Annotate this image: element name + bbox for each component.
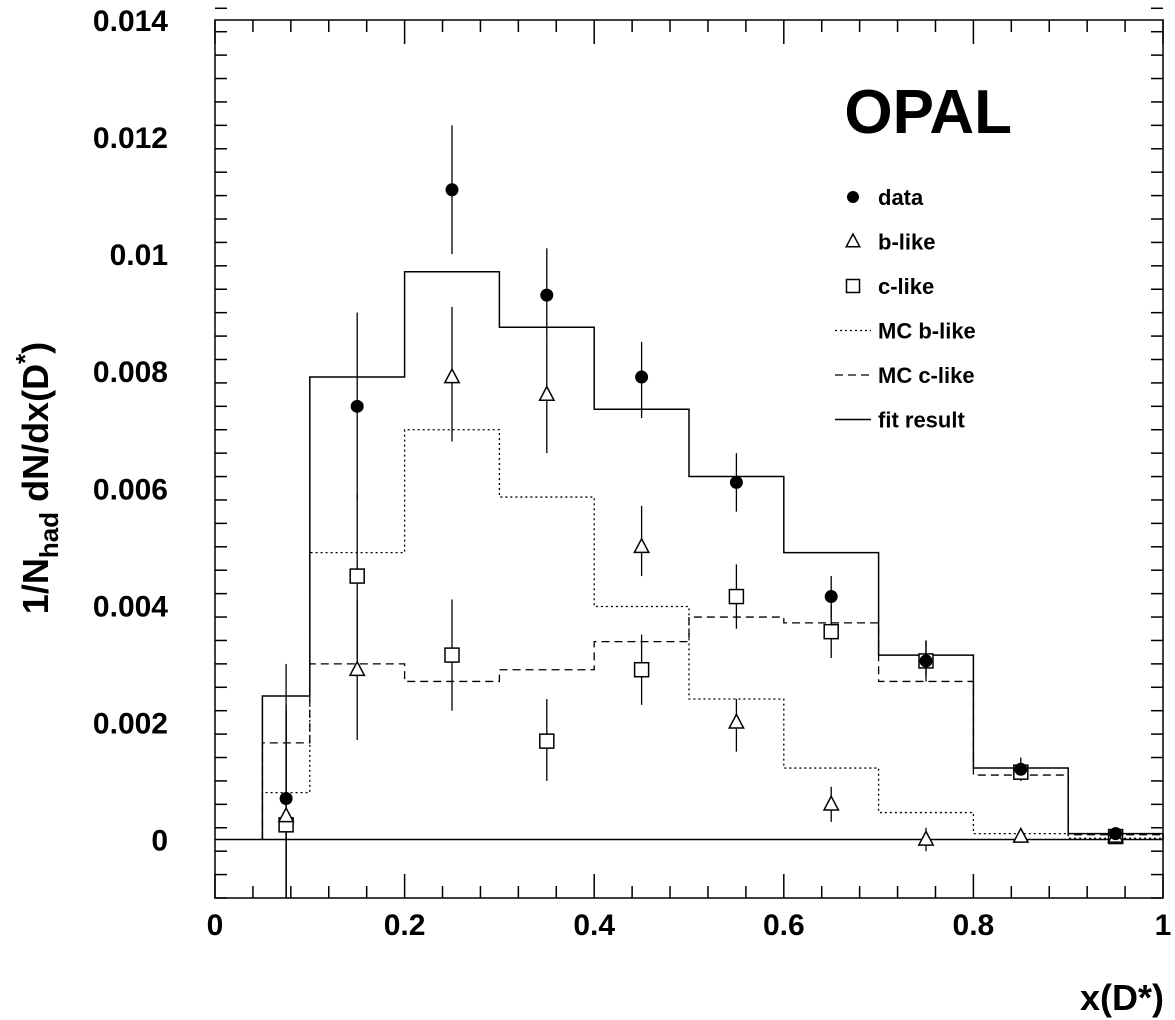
b-like-point xyxy=(822,794,840,811)
data-point xyxy=(1109,827,1123,841)
x-tick-label: 0.6 xyxy=(763,909,805,942)
data-point xyxy=(445,183,459,197)
b-like-point xyxy=(1012,826,1030,843)
legend-entry: fit result xyxy=(835,408,965,433)
legend-c-like-marker xyxy=(845,278,861,294)
y-tick-label: 0.01 xyxy=(110,239,168,272)
b-like-point xyxy=(348,660,366,677)
legend-data-marker xyxy=(847,191,859,203)
b-like-point xyxy=(633,537,651,554)
data-point xyxy=(350,399,364,413)
legend-entry: MC c-like xyxy=(835,363,975,388)
error-bar-layer xyxy=(285,125,1117,898)
axis-ticks xyxy=(214,7,1164,899)
x-axis-title: x(D*) xyxy=(1080,977,1164,1018)
b-like-point xyxy=(538,385,556,401)
y-axis-title-base: 1/N xyxy=(15,558,56,614)
experiment-label: OPAL xyxy=(844,78,1012,147)
b-like-point xyxy=(727,712,745,729)
legend-label: fit result xyxy=(878,408,965,433)
x-tick-label: 0 xyxy=(207,909,224,942)
c-like-point xyxy=(444,647,460,663)
y-tick-label: 0.014 xyxy=(93,5,168,38)
legend-label: MC c-like xyxy=(878,363,975,388)
y-tick-label: 0.006 xyxy=(93,473,168,506)
legend-label: b-like xyxy=(878,230,935,255)
data-point xyxy=(1014,762,1028,776)
data-point xyxy=(635,370,649,384)
y-tick-label: 0.012 xyxy=(93,122,168,155)
histogram-mc-c-like xyxy=(261,616,1164,840)
y-axis-title: 1/Nhad dN/dx(D*) xyxy=(10,342,64,614)
legend: data b-like c-like MC b-like MC c-like fit re… xyxy=(835,185,976,433)
legend-b-like-marker xyxy=(845,232,861,248)
data-point xyxy=(824,590,838,604)
legend-entry: data xyxy=(847,185,924,210)
data-point xyxy=(919,654,933,668)
data-point xyxy=(279,791,293,805)
legend-entry: c-like xyxy=(845,274,934,299)
c-like-point xyxy=(349,568,365,584)
plot-border xyxy=(214,19,1164,899)
y-axis-title-sub: had xyxy=(34,512,64,558)
x-tick-label: 0.2 xyxy=(384,909,426,942)
c-like-point xyxy=(539,733,555,749)
legend-label: MC b-like xyxy=(878,319,976,344)
marker-layer xyxy=(277,183,1125,846)
legend-entry: b-like xyxy=(845,230,935,255)
b-like-point xyxy=(277,806,295,823)
data-point xyxy=(540,288,554,302)
legend-label: c-like xyxy=(878,274,934,299)
y-tick-label: 0.004 xyxy=(93,590,168,623)
c-like-point xyxy=(728,588,745,605)
histogram-fit-result xyxy=(261,270,1164,840)
x-tick-label: 1 xyxy=(1155,909,1172,942)
legend-label: data xyxy=(878,185,924,210)
c-like-point xyxy=(633,661,650,678)
b-like-point xyxy=(917,829,935,846)
x-tick-label: 0.4 xyxy=(573,909,615,942)
y-tick-label: 0 xyxy=(151,824,168,857)
y-axis-title-rest: dN/dx(D xyxy=(15,364,56,512)
data-point xyxy=(729,475,743,489)
y-tick-label: 0.008 xyxy=(93,356,168,389)
c-like-point xyxy=(823,623,839,640)
histogram-layer xyxy=(261,270,1164,840)
axis-tick-labels: 0 0.2 0.4 0.6 0.8 1 0 0.002 0.004 0.006 0.008 0.01 0… xyxy=(93,5,1171,942)
x-tick-label: 0.8 xyxy=(953,909,995,942)
legend-entry: MC b-like xyxy=(835,319,976,344)
plot-frame xyxy=(214,19,1164,899)
y-tick-label: 0.002 xyxy=(93,707,168,740)
y-axis-title-close: ) xyxy=(15,342,56,354)
b-like-point xyxy=(443,367,461,384)
y-axis-title-sup: * xyxy=(10,353,40,364)
